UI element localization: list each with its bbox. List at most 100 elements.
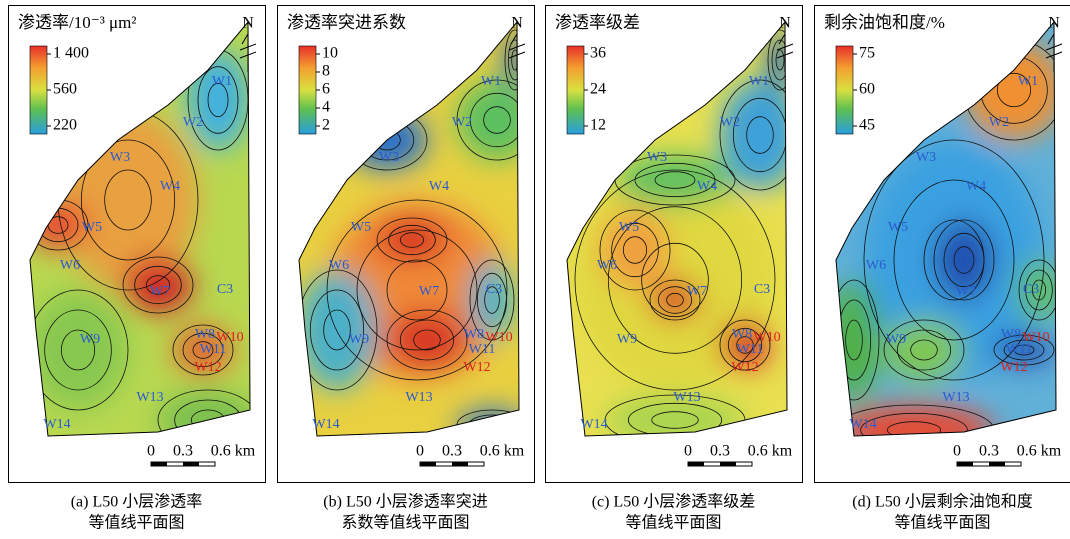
scale-segment — [183, 462, 199, 466]
panel-title: 渗透率级差 — [555, 13, 640, 32]
panel-title: 渗透率/10⁻³ μm² — [18, 13, 136, 32]
colorbar-label: 2 — [322, 117, 330, 134]
scale-segment — [420, 462, 436, 466]
well-label: W9 — [886, 332, 906, 347]
well-label: W12 — [1000, 360, 1027, 375]
panel-title: 渗透率突进系数 — [287, 13, 406, 32]
well-label: W6 — [597, 258, 617, 273]
colorbar — [30, 46, 47, 134]
colorbar-label: 220 — [53, 117, 77, 134]
well-label: W6 — [329, 258, 349, 273]
well-label: C3 — [486, 282, 502, 297]
scale-label: 0.6 km — [211, 443, 256, 460]
well-label: W3 — [916, 150, 936, 165]
well-label: W14 — [849, 417, 876, 432]
well-label: W11 — [200, 342, 227, 357]
scale-label: 0 — [953, 443, 961, 460]
well-label: W12 — [194, 360, 221, 375]
well-label: W2 — [183, 115, 203, 130]
well-label: C3 — [1023, 282, 1039, 297]
well-label: W13 — [405, 390, 432, 405]
scale-segment — [452, 462, 468, 466]
well-label: W2 — [452, 115, 472, 130]
well-label: W2 — [720, 115, 740, 130]
well-label: W9 — [617, 332, 637, 347]
well-label: W1 — [481, 74, 501, 89]
caption: 等值线平面图 — [625, 514, 721, 532]
well-label: W5 — [82, 220, 102, 235]
well-label: W7 — [150, 284, 170, 299]
north-label: N — [1048, 15, 1060, 32]
scale-segment — [151, 462, 167, 466]
colorbar-label: 4 — [322, 99, 330, 116]
scale-label: 0.3 — [173, 443, 193, 460]
colorbar-label: 75 — [859, 45, 875, 62]
well-label: W2 — [989, 115, 1009, 130]
scale-label: 0.3 — [710, 443, 730, 460]
well-label: W7 — [419, 284, 439, 299]
figure: W1W2W3W4W5W6W7C3W8W10W11W12W9W13W14渗透率/1… — [0, 0, 1070, 539]
well-label: W6 — [60, 258, 80, 273]
panel-title: 剩余油饱和度/% — [824, 13, 945, 32]
north-label: N — [242, 15, 254, 32]
colorbar — [299, 46, 316, 134]
scale-label: 0.3 — [979, 443, 999, 460]
well-label: W7 — [687, 284, 707, 299]
well-label: W1 — [212, 74, 232, 89]
colorbar-label: 24 — [590, 81, 606, 98]
colorbar-label: 60 — [859, 81, 875, 98]
well-label: W4 — [697, 179, 717, 194]
well-label: W5 — [888, 220, 908, 235]
well-label: W4 — [160, 179, 180, 194]
caption: (c) L50 小层渗透率级差 — [592, 493, 756, 511]
well-label: W3 — [110, 150, 130, 165]
north-label: N — [511, 15, 523, 32]
well-label: W5 — [619, 220, 639, 235]
caption: (b) L50 小层渗透率突进 — [323, 493, 487, 511]
colorbar-label: 12 — [590, 117, 606, 134]
well-label: W13 — [942, 390, 969, 405]
scale-segment — [989, 462, 1005, 466]
well-label: C3 — [754, 282, 770, 297]
colorbar-label: 8 — [322, 63, 330, 80]
well-label: W11 — [469, 342, 496, 357]
scale-label: 0 — [416, 443, 424, 460]
well-label: W8 — [464, 327, 484, 342]
colorbar-label: 45 — [859, 117, 875, 134]
well-label: W14 — [43, 417, 70, 432]
north-label: N — [779, 15, 791, 32]
well-label: W14 — [580, 417, 607, 432]
scale-label: 0.6 km — [748, 443, 793, 460]
scale-label: 0.6 km — [480, 443, 525, 460]
well-label: W6 — [866, 258, 886, 273]
caption: (a) L50 小层渗透率 — [71, 493, 203, 511]
scale-label: 0.3 — [442, 443, 462, 460]
caption: (d) L50 小层剩余油饱和度 — [852, 492, 1032, 511]
well-label: W5 — [351, 220, 371, 235]
scale-segment — [720, 462, 736, 466]
well-label: W9 — [349, 332, 369, 347]
well-label: W8 — [732, 327, 752, 342]
well-label: W4 — [429, 179, 449, 194]
well-label: W7 — [956, 284, 976, 299]
scale-label: 0 — [684, 443, 692, 460]
colorbar-label: 36 — [590, 45, 606, 62]
colorbar — [567, 46, 584, 134]
caption: 等值线平面图 — [894, 514, 990, 532]
scale-segment — [957, 462, 973, 466]
well-label: W12 — [731, 360, 758, 375]
well-label: W1 — [1018, 74, 1038, 89]
well-label: W14 — [312, 417, 339, 432]
well-label: W12 — [463, 360, 490, 375]
well-label: C3 — [217, 282, 233, 297]
well-label: W13 — [673, 390, 700, 405]
colorbar — [836, 46, 853, 134]
well-label: W8 — [1001, 327, 1021, 342]
well-label: W11 — [737, 342, 764, 357]
well-label: W8 — [195, 327, 215, 342]
panel: W1W2W3W4W5W6W7C3W8W10W11W12W9W13W14剩余油饱和… — [814, 0, 1070, 532]
caption: 等值线平面图 — [88, 514, 184, 532]
well-label: W4 — [966, 179, 986, 194]
